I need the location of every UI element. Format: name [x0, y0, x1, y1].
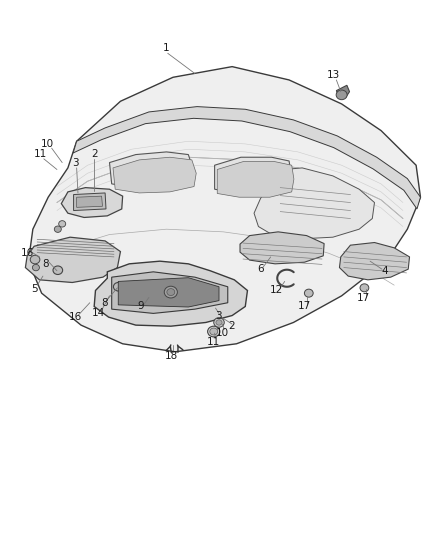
Text: 12: 12	[270, 286, 283, 295]
Ellipse shape	[208, 326, 220, 337]
Polygon shape	[73, 107, 420, 209]
Ellipse shape	[214, 318, 224, 327]
Text: 10: 10	[41, 139, 54, 149]
Text: 13: 13	[327, 70, 340, 79]
Polygon shape	[118, 278, 219, 307]
Text: 1: 1	[163, 43, 170, 53]
Ellipse shape	[210, 328, 218, 335]
Ellipse shape	[336, 90, 347, 100]
Ellipse shape	[304, 289, 313, 297]
Text: 11: 11	[34, 149, 47, 158]
Text: 9: 9	[138, 302, 145, 311]
Ellipse shape	[53, 266, 63, 274]
Ellipse shape	[216, 320, 222, 325]
Polygon shape	[74, 193, 106, 211]
Text: 2: 2	[91, 149, 98, 158]
Text: 3: 3	[215, 311, 222, 320]
Text: 4: 4	[381, 266, 388, 276]
Text: 17: 17	[357, 294, 370, 303]
Polygon shape	[254, 168, 374, 239]
Polygon shape	[94, 261, 247, 326]
Polygon shape	[240, 232, 324, 264]
Ellipse shape	[30, 255, 40, 264]
Ellipse shape	[164, 286, 177, 298]
Text: 17: 17	[298, 302, 311, 311]
Ellipse shape	[59, 221, 66, 227]
Polygon shape	[25, 237, 120, 282]
Text: 2: 2	[228, 321, 235, 331]
Text: 8: 8	[101, 298, 108, 308]
Polygon shape	[336, 85, 350, 99]
Ellipse shape	[113, 282, 123, 291]
Polygon shape	[339, 243, 410, 280]
Polygon shape	[112, 272, 228, 313]
Polygon shape	[77, 196, 102, 207]
Text: 6: 6	[257, 264, 264, 274]
Text: 16: 16	[21, 248, 34, 258]
Polygon shape	[113, 157, 196, 193]
Text: 14: 14	[92, 309, 105, 318]
Text: 5: 5	[31, 284, 38, 294]
Ellipse shape	[360, 284, 369, 292]
Polygon shape	[61, 188, 123, 217]
Text: 8: 8	[42, 259, 49, 269]
Ellipse shape	[54, 226, 61, 232]
Text: 18: 18	[165, 351, 178, 361]
Text: 10: 10	[216, 328, 229, 338]
Ellipse shape	[167, 289, 175, 295]
Ellipse shape	[32, 264, 39, 271]
Text: 11: 11	[207, 337, 220, 347]
Polygon shape	[215, 157, 291, 193]
Text: 16: 16	[69, 312, 82, 322]
Text: 3: 3	[72, 158, 79, 167]
Polygon shape	[110, 152, 193, 188]
Polygon shape	[28, 67, 420, 352]
Polygon shape	[217, 161, 294, 197]
